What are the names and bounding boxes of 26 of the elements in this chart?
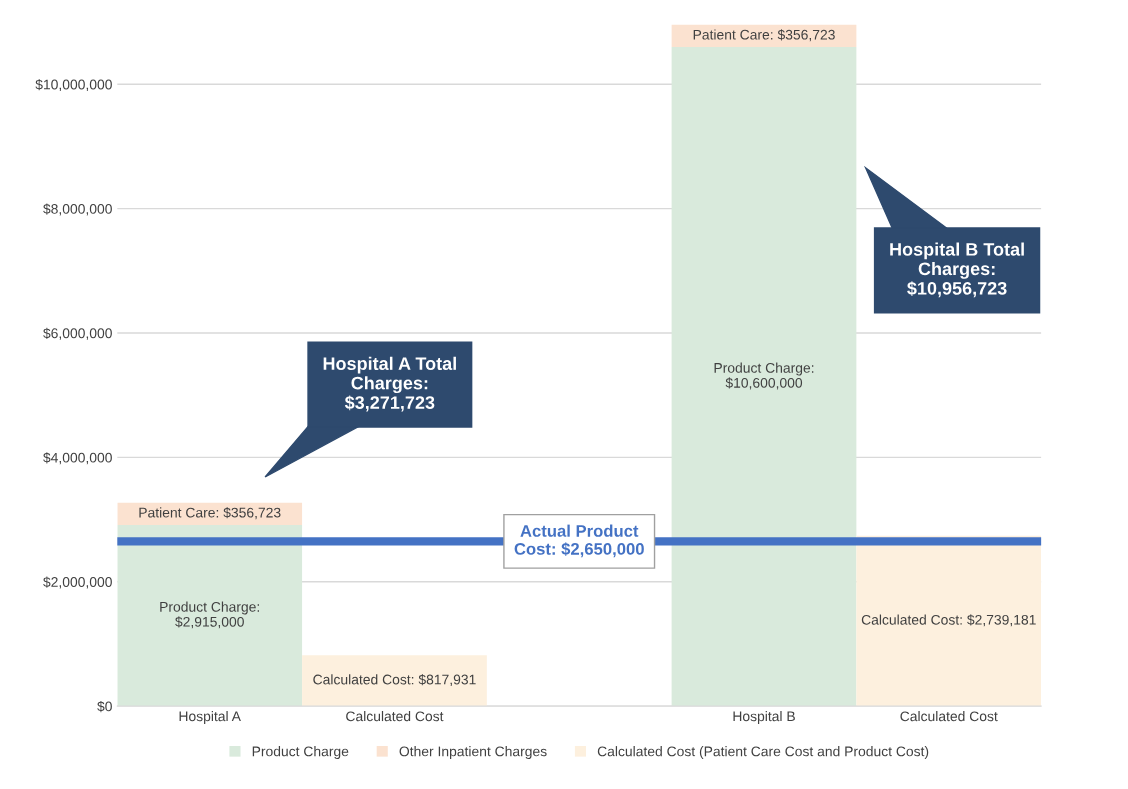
data-label: Product Charge: $2,915,000 bbox=[160, 601, 259, 629]
annotation: Hospital A Total Charges: $3,271,723 bbox=[323, 356, 456, 412]
annotation: Hospital B Total Charges: $10,956,723 bbox=[890, 242, 1024, 298]
y-tick-label: $2,000,000 bbox=[43, 576, 112, 589]
y-tick-label: $4,000,000 bbox=[43, 452, 112, 465]
y-tick-label: $10,000,000 bbox=[35, 79, 112, 92]
data-label: Calculated Cost: $817,931 bbox=[313, 674, 476, 687]
data-label: Patient Care: $356,723 bbox=[693, 29, 835, 42]
bar bbox=[117, 524, 303, 707]
y-tick-label: $8,000,000 bbox=[43, 203, 112, 216]
bar bbox=[671, 46, 857, 707]
y-tick-label: $0 bbox=[97, 700, 112, 713]
data-label: Patient Care: $356,723 bbox=[139, 507, 281, 520]
x-tick-label: Hospital B bbox=[733, 711, 795, 724]
x-tick-label: Hospital A bbox=[179, 711, 241, 724]
x-tick-label: Calculated Cost bbox=[900, 711, 998, 722]
bar bbox=[302, 655, 487, 707]
ref-line-label: Actual Product Cost: $2,650,000 bbox=[514, 524, 644, 558]
bar bbox=[856, 535, 1042, 707]
data-label: Product Charge: $10,600,000 bbox=[714, 362, 814, 390]
legend-label: Product Charge bbox=[252, 746, 349, 760]
legend-label: Calculated Cost (Patient Care Cost and Product Cost) bbox=[597, 746, 929, 760]
legend-label: Other Inpatient Charges bbox=[399, 746, 547, 760]
data-label: Calculated Cost: $2,739,181 bbox=[861, 614, 1036, 627]
x-tick-label: Calculated Cost bbox=[346, 711, 444, 722]
y-tick-label: $6,000,000 bbox=[43, 327, 112, 340]
